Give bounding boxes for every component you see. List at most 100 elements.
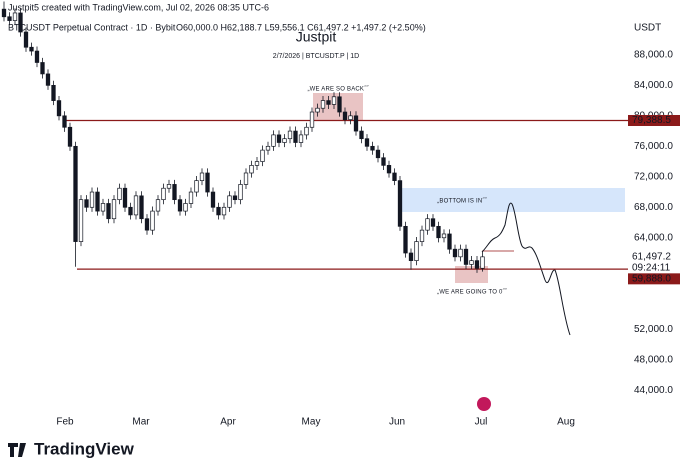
candle-body xyxy=(447,233,452,250)
y-tick-label: 84,000.0 xyxy=(634,80,673,91)
candle-body xyxy=(161,187,166,201)
candle-body xyxy=(337,96,342,113)
candle-body xyxy=(326,100,331,105)
candle-body xyxy=(370,145,375,151)
candle-body xyxy=(95,191,100,212)
candle-body xyxy=(172,184,177,201)
candle-body xyxy=(210,191,216,208)
candle-body xyxy=(177,199,183,212)
annotation: „WE ARE GOING TO 0˝˝ xyxy=(437,290,508,296)
brand: TradingView xyxy=(34,439,135,458)
candle-body xyxy=(282,138,287,143)
candle-body xyxy=(34,50,40,63)
candle-body xyxy=(320,100,326,109)
y-tick-label: 44,000.0 xyxy=(634,385,673,396)
candle-body xyxy=(419,229,425,242)
candle-body xyxy=(441,233,447,239)
y-tick-label: 68,000.0 xyxy=(634,202,673,213)
candle-body xyxy=(84,199,89,208)
y-tick-label: 48,000.0 xyxy=(634,354,673,365)
candle-body xyxy=(7,16,12,21)
candle-body xyxy=(216,206,221,216)
candle-body xyxy=(414,241,419,261)
zone-box xyxy=(400,188,625,212)
price-label: 61,497.2 xyxy=(632,251,671,262)
y-tick-label: 52,000.0 xyxy=(634,324,673,335)
candle-body xyxy=(227,195,232,208)
candle-body xyxy=(392,172,397,181)
candle-body xyxy=(232,195,238,201)
candle-body xyxy=(150,210,155,231)
candle-body xyxy=(309,111,315,128)
candle-body xyxy=(260,149,265,162)
event-icon[interactable] xyxy=(477,397,491,411)
candle-body xyxy=(430,218,436,227)
candle-body xyxy=(100,203,106,212)
candle-body xyxy=(243,172,249,185)
candle-body xyxy=(89,191,95,208)
candle-body xyxy=(45,73,51,86)
candle-body xyxy=(188,191,194,204)
chart-title: Justpit xyxy=(296,29,337,45)
candle-body xyxy=(29,46,34,52)
candle-body xyxy=(155,199,161,212)
candle-body xyxy=(452,248,458,258)
candle-body xyxy=(271,134,276,147)
currency-label: USDT xyxy=(634,23,661,34)
symbol-line: BTCUSDT Perpetual Contract · 1D · Bybit xyxy=(8,22,176,32)
candle-body xyxy=(23,31,29,48)
candle-body xyxy=(474,260,480,269)
candle-body xyxy=(144,218,150,231)
y-tick-label: 72,000.0 xyxy=(634,171,673,182)
candle-body xyxy=(353,115,359,132)
candle-body xyxy=(408,252,414,261)
candle-body xyxy=(469,260,474,265)
candle-body xyxy=(331,96,337,105)
price-label: 09:24:11 xyxy=(632,262,671,273)
projection-path xyxy=(481,202,571,336)
candle-body xyxy=(364,138,370,147)
x-tick-label: Mar xyxy=(132,417,150,428)
candle-body xyxy=(199,172,205,181)
candle-body xyxy=(397,180,403,227)
candle-body xyxy=(128,206,133,216)
x-tick-label: Aug xyxy=(557,417,575,428)
candle-body xyxy=(56,100,62,117)
chart-subtitle: 2/7/2026 | BTCUSDT.P | 1D xyxy=(273,53,359,60)
candle-body xyxy=(458,248,463,258)
candle-body xyxy=(122,187,128,208)
candle-body xyxy=(480,256,485,269)
annotation: „WE ARE SO BACK˝˝ xyxy=(307,87,369,93)
candle-body xyxy=(436,225,441,239)
candle-body xyxy=(78,199,84,242)
x-tick-label: Jun xyxy=(389,417,405,428)
candle-body xyxy=(166,184,172,189)
price-label: 59,888.0 xyxy=(632,273,671,284)
candle-body xyxy=(221,206,227,216)
candle-body xyxy=(40,62,45,75)
candle-body xyxy=(348,115,353,120)
candle-body xyxy=(249,165,254,174)
candle-body xyxy=(194,180,199,193)
candle-body xyxy=(359,130,364,140)
candle-body xyxy=(403,225,408,254)
price-label: 79,388.5 xyxy=(632,115,671,126)
y-tick-label: 76,000.0 xyxy=(634,141,673,152)
x-tick-label: Apr xyxy=(220,417,236,428)
candle-body xyxy=(18,12,23,33)
candle-body xyxy=(386,165,392,174)
candle-body xyxy=(111,199,117,220)
candle-body xyxy=(238,184,243,201)
price-label-box xyxy=(628,114,680,126)
x-tick-label: Jul xyxy=(475,417,488,428)
candle-body xyxy=(205,172,210,193)
candle-body xyxy=(315,107,320,113)
price-label-box xyxy=(628,273,680,285)
candle-body xyxy=(117,187,122,201)
ohlc: O60,000.0 H62,188.7 L59,556.1 C61,497.2 … xyxy=(176,22,426,32)
annotation: „BOTTOM IS IN˝˝ xyxy=(437,199,487,205)
candle-body xyxy=(183,203,188,212)
highlight-box xyxy=(455,266,488,283)
candle-body xyxy=(12,12,18,21)
